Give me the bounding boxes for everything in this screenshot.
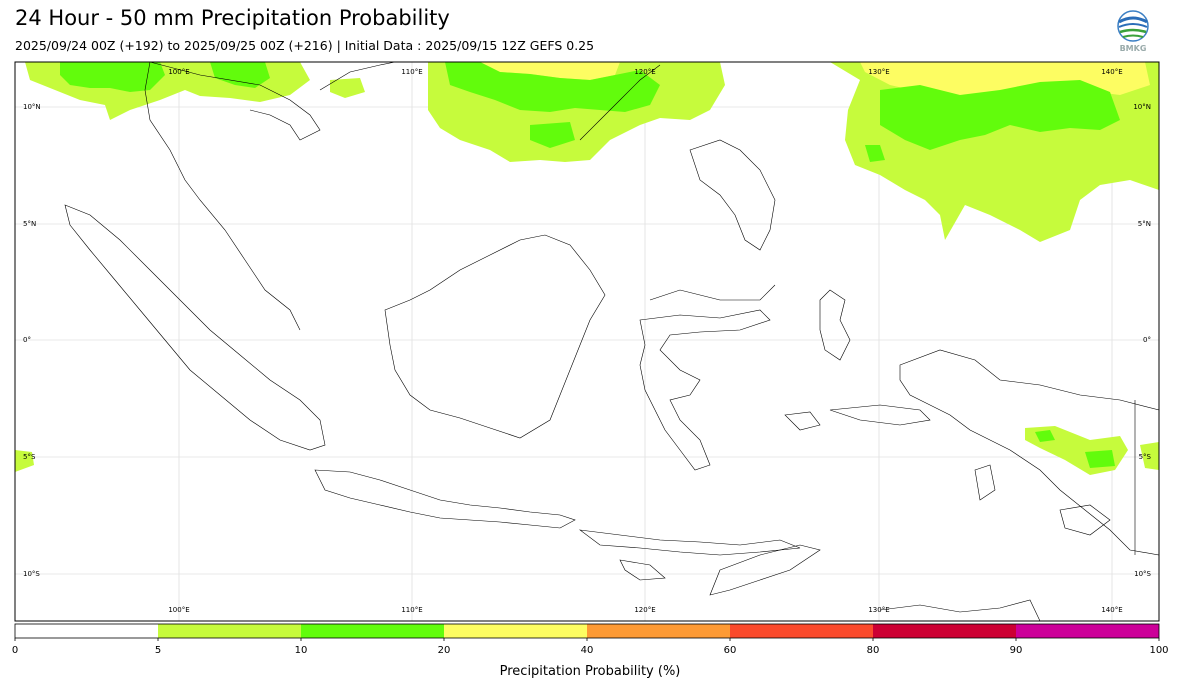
bmkg-logo: BMKG — [1117, 10, 1149, 53]
colorbar-tick-label: 0 — [11, 645, 19, 656]
colorbar-segment — [873, 624, 1016, 638]
precip-area-10-20 — [1085, 450, 1115, 468]
lon-label: 110°E — [401, 606, 422, 614]
colorbar-segment — [158, 624, 301, 638]
lon-label: 140°E — [1101, 606, 1122, 614]
colorbar-tick-label: 60 — [723, 645, 737, 656]
lat-label: 5°S — [1139, 453, 1152, 461]
lon-label: 120°E — [634, 606, 655, 614]
lon-label: 140°E — [1101, 68, 1122, 76]
colorbar — [14, 623, 1160, 641]
precip-area-20-40 — [480, 62, 620, 80]
probability-shading — [15, 62, 1159, 475]
precip-area-10-20 — [865, 145, 885, 162]
precip-area-10-20 — [880, 80, 1120, 150]
colorbar-tick-label: 10 — [294, 645, 308, 656]
precip-area-10-20 — [530, 122, 575, 148]
lon-label: 130°E — [868, 68, 889, 76]
precip-area-10-20 — [60, 62, 165, 92]
lon-label: 100°E — [168, 68, 189, 76]
lat-label: 10°N — [23, 103, 41, 111]
lat-label: 0° — [1143, 336, 1151, 344]
colorbar-tick-label: 90 — [1009, 645, 1023, 656]
precip-area-10-20 — [445, 62, 660, 112]
colorbar-tick-label: 5 — [154, 645, 162, 656]
lon-label: 110°E — [401, 68, 422, 76]
chart-title: 24 Hour - 50 mm Precipitation Probabilit… — [15, 6, 450, 30]
lat-label: 10°N — [1133, 103, 1151, 111]
coastlines — [64, 61, 1160, 622]
lon-labels-top: 100°E 110°E 120°E 130°E 140°E — [168, 68, 1122, 76]
lon-labels-bottom: 100°E 110°E 120°E 130°E 140°E — [168, 606, 1122, 614]
precip-area-5-10 — [1140, 442, 1159, 470]
lat-labels-left: 10°N 5°N 0° 5°S 10°S — [23, 103, 41, 578]
colorbar-segment — [15, 624, 158, 638]
colorbar-segment — [444, 624, 587, 638]
chart-subtitle: 2025/09/24 00Z (+192) to 2025/09/25 00Z … — [15, 38, 595, 53]
lon-label: 120°E — [634, 68, 655, 76]
colorbar-segment — [1016, 624, 1159, 638]
lat-label: 5°S — [23, 453, 36, 461]
lat-label: 10°S — [1134, 570, 1151, 578]
lat-label: 10°S — [23, 570, 40, 578]
lat-label: 0° — [23, 336, 31, 344]
colorbar-tick-label: 100 — [1149, 645, 1169, 656]
colorbar-tick-label: 40 — [580, 645, 594, 656]
lat-label: 5°N — [1138, 220, 1151, 228]
colorbar-segment — [730, 624, 873, 638]
lat-labels-right: 10°N 5°N 0° 5°S 10°S — [1133, 103, 1151, 578]
map-frame — [14, 61, 1160, 622]
logo-text: BMKG — [1120, 44, 1147, 53]
colorbar-tick-label: 80 — [866, 645, 880, 656]
lon-label: 100°E — [168, 606, 189, 614]
colorbar-label: Precipitation Probability (%) — [499, 664, 681, 679]
colorbar-segment — [587, 624, 730, 638]
lon-label: 130°E — [868, 606, 889, 614]
precip-area-10-20 — [1035, 430, 1055, 442]
colorbar-tick-label: 20 — [437, 645, 451, 656]
precip-area-5-10 — [15, 450, 34, 472]
precip-area-10-20 — [210, 62, 270, 88]
precip-area-5-10 — [330, 78, 365, 98]
lat-label: 5°N — [23, 220, 36, 228]
colorbar-segment — [301, 624, 444, 638]
